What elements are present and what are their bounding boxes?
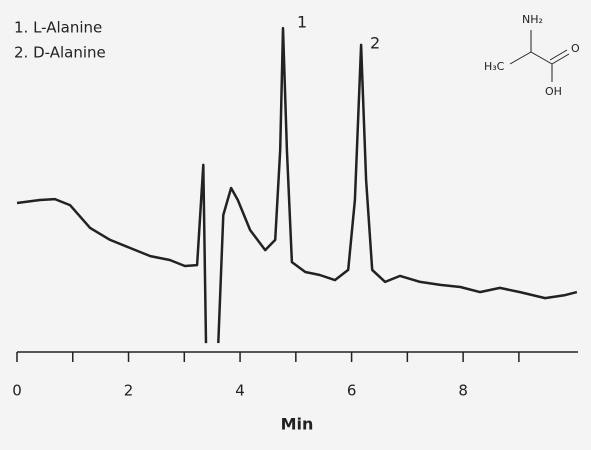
peak-label: 1: [297, 13, 307, 32]
x-tick-label: 8: [458, 382, 468, 400]
atom-label: OH: [545, 85, 562, 98]
atom-label: O: [571, 42, 580, 55]
legend-item: 2. D-Alanine: [14, 44, 106, 62]
atom-label: NH₂: [522, 13, 543, 26]
x-tick-label: 4: [235, 382, 245, 400]
legend-item: 1. L-Alanine: [14, 19, 102, 37]
x-tick-label: 6: [347, 382, 357, 400]
x-axis-label: Min: [281, 415, 314, 434]
bond: [549, 49, 568, 61]
bond: [530, 51, 553, 65]
x-tick-label: 0: [12, 382, 22, 400]
x-tick-label: 2: [124, 382, 134, 400]
atom-label: H₃C: [484, 60, 505, 73]
trace: [16, 26, 578, 344]
structure: NH₂ H₃C O OH: [484, 13, 580, 98]
bond: [509, 51, 532, 65]
peak-label: 2: [370, 34, 380, 53]
bond: [551, 53, 570, 65]
